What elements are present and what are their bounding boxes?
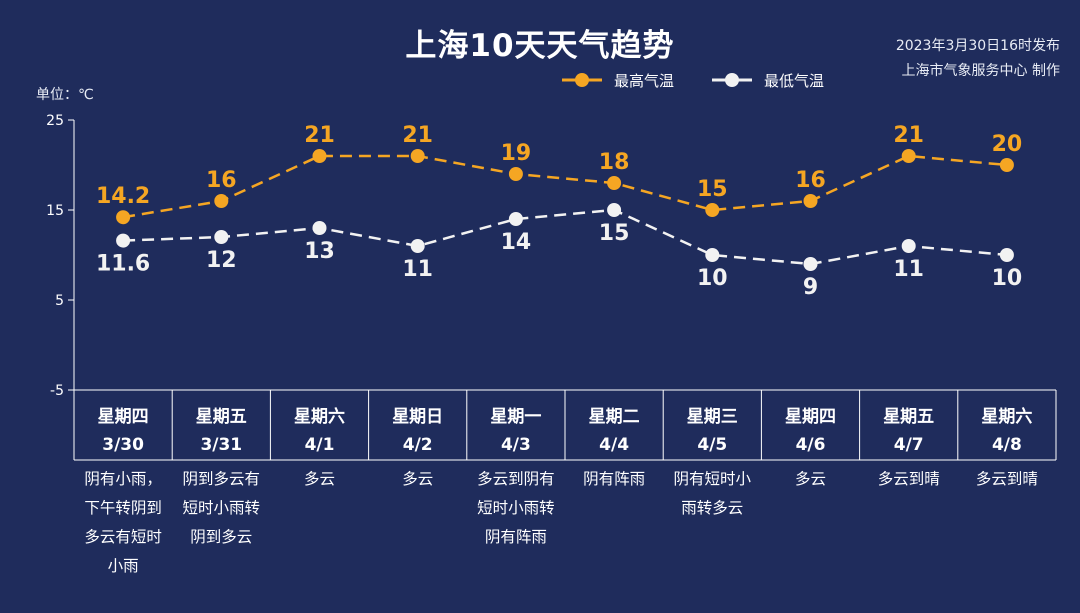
- high-temp-label: 21: [304, 123, 335, 148]
- high-temp-label: 19: [501, 141, 532, 166]
- weekday-label: 星期四: [98, 407, 149, 427]
- legend-high-marker: [575, 73, 589, 87]
- weekday-label: 星期二: [589, 407, 640, 427]
- weekday-label: 星期三: [687, 407, 738, 427]
- high-temp-point: [803, 194, 818, 208]
- weather-desc: 阴有小雨，: [84, 470, 162, 488]
- high-temp-label: 21: [402, 123, 433, 148]
- issue-info: 2023年3月30日16时发布 上海市气象服务中心 制作: [896, 34, 1060, 84]
- low-temp-label: 10: [992, 266, 1023, 291]
- high-temp-point: [214, 194, 229, 208]
- low-temp-label: 11.6: [96, 252, 150, 277]
- weather-desc: 多云到晴: [878, 470, 940, 488]
- date-label: 4/7: [894, 435, 924, 455]
- weather-desc: 短时小雨转: [183, 499, 261, 517]
- high-temp-point: [508, 167, 523, 181]
- high-temp-point: [607, 176, 622, 190]
- weather-desc: 阴有阵雨: [583, 470, 645, 488]
- unit-label: 单位：℃: [36, 87, 94, 103]
- high-temp-label: 21: [893, 123, 924, 148]
- high-temp-point: [312, 149, 327, 163]
- y-tick-label: -5: [50, 383, 64, 399]
- low-temp-label: 12: [206, 248, 237, 273]
- y-tick-label: 15: [46, 203, 64, 219]
- date-label: 3/31: [200, 435, 242, 455]
- weather-desc: 阴到多云: [190, 528, 252, 546]
- low-temp-point: [116, 233, 131, 248]
- weekday-label: 星期六: [294, 406, 345, 427]
- weekday-label: 星期六: [981, 406, 1032, 427]
- weather-desc: 短时小雨转: [477, 499, 555, 517]
- issue-date: 2023年3月30日16时发布: [895, 38, 1060, 54]
- weekday-label: 星期四: [785, 407, 836, 427]
- high-temp-label: 16: [206, 168, 237, 193]
- high-temp-point: [116, 210, 131, 225]
- low-temp-point: [705, 248, 720, 262]
- weekday-label: 星期日: [392, 407, 443, 427]
- low-temp-point: [803, 257, 818, 271]
- weather-desc: 小雨: [108, 557, 139, 575]
- weekday-label: 星期五: [883, 407, 934, 427]
- date-label: 4/2: [403, 435, 433, 455]
- high-temp-label: 14.2: [96, 184, 150, 209]
- date-label: 3/30: [102, 435, 144, 455]
- low-temp-label: 13: [304, 239, 335, 264]
- low-temp-point: [410, 239, 425, 253]
- weather-desc: 多云有短时: [84, 528, 162, 546]
- weather-desc: 多云: [304, 470, 335, 488]
- low-temp-label: 11: [402, 257, 433, 282]
- chart-title: 上海10天天气趋势: [405, 28, 675, 64]
- weather-desc: 阴有阵雨: [485, 528, 547, 546]
- date-label: 4/8: [992, 435, 1022, 455]
- legend-label: 最低气温: [764, 72, 824, 90]
- weather-desc: 多云: [795, 470, 826, 488]
- low-temp-point: [312, 221, 327, 235]
- weather-desc: 阴到多云有: [183, 470, 261, 488]
- legend-label: 最高气温: [614, 72, 674, 90]
- high-temp-label: 16: [795, 168, 826, 193]
- date-label: 4/4: [599, 435, 629, 455]
- low-temp-point: [214, 230, 229, 244]
- high-temp-point: [410, 149, 425, 163]
- legend-low-marker: [725, 73, 739, 87]
- weekday-label: 星期一: [490, 407, 541, 427]
- high-temp-label: 18: [599, 150, 630, 175]
- y-tick-label: 25: [46, 113, 64, 129]
- low-temp-line: [123, 208, 1008, 266]
- high-temp-point: [999, 158, 1014, 172]
- weekday-label: 星期五: [196, 407, 247, 427]
- low-temp-label: 15: [599, 221, 630, 246]
- weather-desc: 多云到阴有: [477, 470, 555, 488]
- date-label: 4/6: [796, 435, 826, 455]
- low-temp-label: 11: [893, 257, 924, 282]
- y-tick-label: 5: [55, 293, 64, 309]
- low-temp-point: [901, 239, 916, 253]
- issue-publisher: 上海市气象服务中心 制作: [901, 63, 1060, 79]
- date-label: 4/3: [501, 435, 531, 455]
- weather-desc: 下午转阴到: [84, 499, 162, 517]
- weather-desc: 多云: [402, 470, 433, 488]
- low-temp-point: [999, 248, 1014, 262]
- high-temp-label: 15: [697, 177, 728, 202]
- low-temp-point: [607, 203, 622, 217]
- weather-desc: 阴有短时小: [674, 470, 752, 488]
- low-temp-label: 14: [501, 230, 532, 255]
- weather-desc: 多云到晴: [976, 470, 1038, 488]
- date-label: 4/1: [305, 435, 335, 455]
- date-label: 4/5: [697, 435, 727, 455]
- weather-desc: 雨转多云: [681, 499, 743, 517]
- high-temp-label: 20: [992, 132, 1023, 157]
- high-temp-point: [901, 149, 916, 163]
- low-temp-label: 10: [697, 266, 728, 291]
- high-temp-line: [122, 154, 1008, 219]
- low-temp-label: 9: [803, 275, 818, 300]
- high-temp-point: [705, 203, 720, 217]
- low-temp-point: [508, 212, 523, 226]
